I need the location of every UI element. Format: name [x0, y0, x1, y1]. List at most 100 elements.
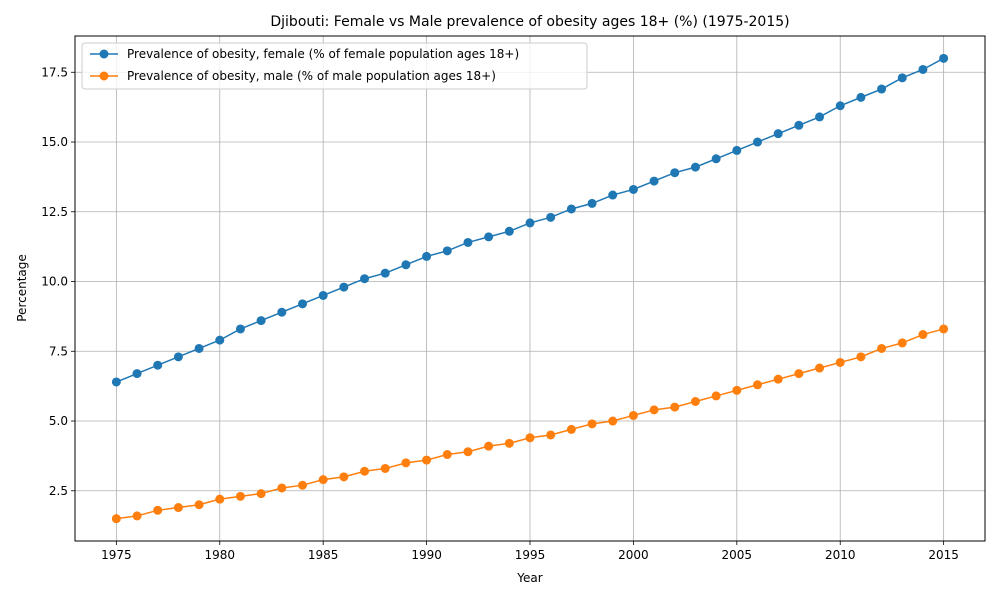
data-point	[463, 447, 473, 457]
data-point	[856, 92, 866, 102]
data-point	[339, 472, 349, 482]
data-point	[608, 190, 618, 200]
data-point	[235, 491, 245, 501]
x-tick-label: 2005	[722, 548, 753, 562]
legend: Prevalence of obesity, female (% of fema…	[81, 42, 588, 90]
data-point	[153, 360, 163, 370]
data-point	[525, 433, 535, 443]
data-point	[318, 290, 328, 300]
data-point	[939, 324, 949, 334]
y-tick-label: 15.0	[41, 135, 68, 149]
x-tick-label: 1975	[101, 548, 132, 562]
data-point	[194, 500, 204, 510]
data-point	[153, 505, 163, 515]
data-point	[360, 274, 370, 284]
data-point	[608, 416, 618, 426]
data-point	[422, 455, 432, 465]
data-point	[711, 154, 721, 164]
data-point	[111, 377, 121, 387]
data-point	[897, 338, 907, 348]
data-point	[566, 204, 576, 214]
legend-marker-female	[99, 49, 109, 59]
data-point	[877, 84, 887, 94]
data-point	[173, 503, 183, 513]
data-point	[442, 450, 452, 460]
data-point	[897, 73, 907, 83]
x-tick-label: 2000	[618, 548, 649, 562]
data-point	[856, 352, 866, 362]
y-tick-label: 12.5	[41, 205, 68, 219]
series-layer	[111, 53, 949, 524]
legend-box	[81, 42, 588, 90]
x-axis-label: Year	[516, 571, 542, 585]
grid-lines	[75, 36, 985, 541]
data-point	[835, 101, 845, 111]
data-point	[711, 391, 721, 401]
data-point	[442, 246, 452, 256]
data-point	[753, 380, 762, 390]
data-point	[815, 363, 825, 373]
data-point	[732, 385, 742, 395]
data-point	[670, 402, 680, 412]
data-point	[649, 405, 659, 415]
data-point	[815, 112, 825, 122]
data-point	[132, 511, 142, 521]
data-point	[546, 430, 556, 440]
data-point	[422, 251, 432, 261]
data-point	[939, 53, 949, 63]
data-point	[628, 410, 638, 420]
data-point	[794, 120, 804, 130]
legend-label-male: Prevalence of obesity, male (% of male p…	[127, 69, 496, 83]
data-point	[753, 137, 762, 147]
data-point	[215, 335, 225, 345]
data-point	[318, 475, 328, 485]
x-tick-label: 1980	[204, 548, 235, 562]
x-tick-label: 1985	[308, 548, 339, 562]
data-point	[877, 343, 887, 353]
legend-marker-male	[99, 71, 109, 81]
x-tick-label: 1995	[515, 548, 546, 562]
data-point	[546, 212, 556, 222]
data-point	[587, 198, 597, 208]
data-point	[504, 438, 514, 448]
data-point	[628, 184, 638, 194]
data-point	[277, 483, 287, 493]
y-tick-label: 5.0	[49, 414, 68, 428]
data-point	[484, 232, 494, 242]
data-point	[484, 441, 494, 451]
data-point	[132, 369, 142, 379]
y-tick-label: 17.5	[41, 65, 68, 79]
series-male	[111, 324, 949, 524]
data-point	[360, 466, 370, 476]
data-point	[835, 357, 845, 367]
y-axis-ticks: 2.5 5.0 7.5 10.0 12.5 15.0 17.5	[41, 65, 75, 498]
data-point	[173, 352, 183, 362]
data-point	[773, 374, 783, 384]
data-point	[463, 237, 473, 247]
data-point	[256, 489, 266, 499]
x-tick-label: 2015	[928, 548, 959, 562]
data-point	[690, 397, 700, 406]
data-point	[380, 268, 390, 278]
y-tick-label: 2.5	[49, 484, 68, 498]
legend-label-female: Prevalence of obesity, female (% of fema…	[127, 47, 519, 61]
x-axis-ticks: 1975 1980 1985 1990 1995 2000 2005 2010 2015	[101, 541, 959, 562]
y-tick-label: 7.5	[49, 344, 68, 358]
data-point	[235, 324, 245, 334]
data-point	[649, 176, 659, 186]
data-point	[918, 330, 928, 340]
data-point	[194, 343, 204, 353]
data-point	[504, 226, 514, 236]
data-point	[690, 162, 700, 172]
data-point	[918, 64, 928, 74]
data-point	[339, 282, 349, 292]
data-point	[256, 316, 266, 326]
data-point	[525, 218, 535, 228]
data-point	[587, 419, 597, 429]
data-point	[298, 480, 307, 490]
data-point	[401, 458, 411, 468]
data-point	[670, 168, 680, 178]
y-axis-label: Percentage	[15, 254, 29, 322]
data-point	[732, 145, 742, 155]
